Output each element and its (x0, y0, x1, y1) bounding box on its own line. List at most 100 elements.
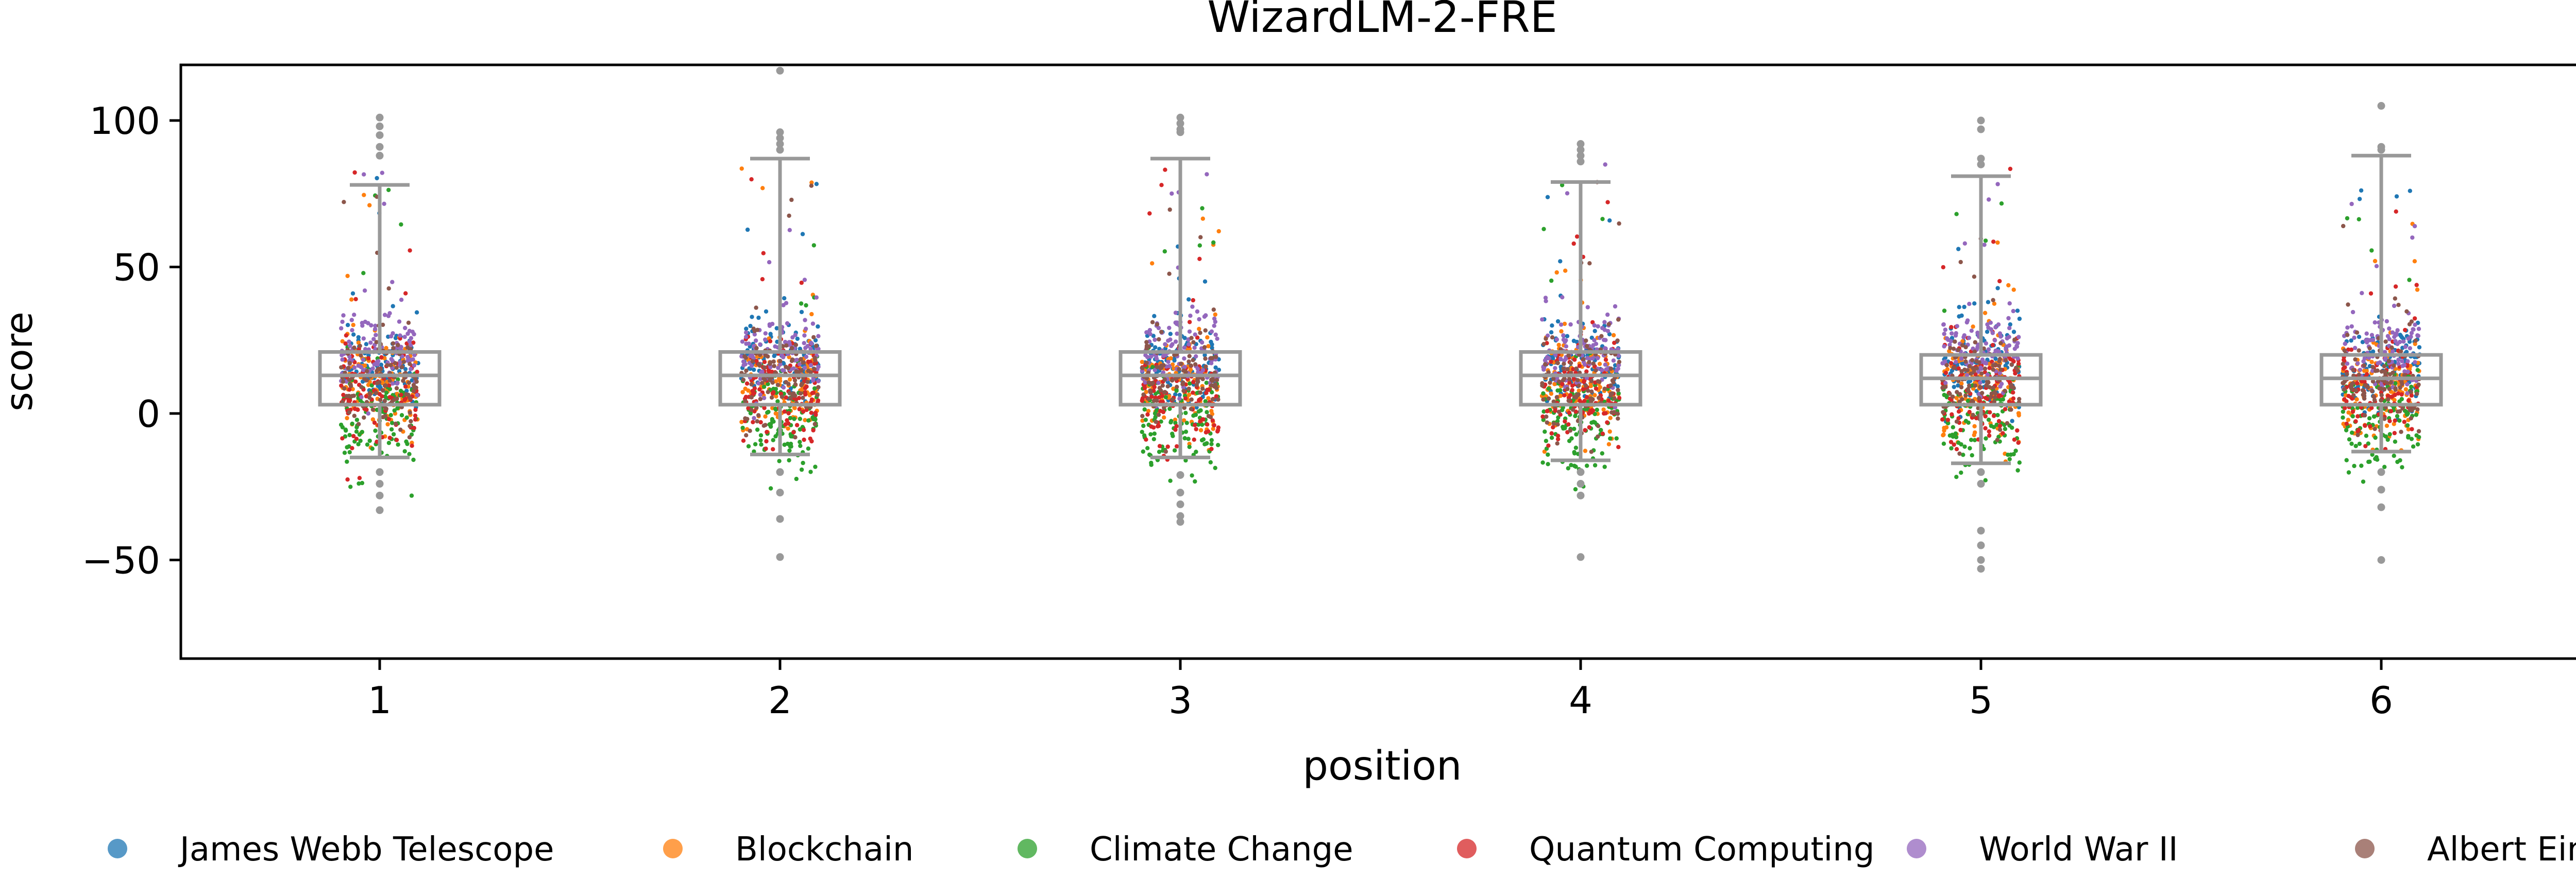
strip-point (2399, 392, 2404, 397)
strip-point (765, 429, 769, 435)
strip-point (1945, 421, 1950, 425)
strip-point (763, 331, 768, 336)
strip-point (1616, 366, 1620, 371)
strip-point (749, 382, 754, 387)
strip-point (771, 390, 776, 395)
outlier-point (1577, 158, 1585, 166)
strip-point (1210, 342, 1214, 347)
strip-point (801, 395, 805, 400)
strip-point (1956, 409, 1961, 414)
strip-point (1163, 353, 1168, 357)
strip-point (1945, 367, 1950, 372)
strip-point (2402, 363, 2406, 368)
strip-point (813, 410, 818, 415)
strip-point (743, 399, 748, 404)
strip-point (1206, 396, 1211, 401)
strip-point (1998, 341, 2003, 346)
strip-point (1602, 464, 1607, 469)
strip-point (1959, 381, 1964, 386)
strip-point (1153, 415, 1158, 420)
strip-point (1160, 383, 1165, 388)
strip-point (2382, 364, 2386, 369)
strip-point (751, 326, 756, 331)
strip-point (1560, 382, 1565, 387)
strip-point (413, 413, 418, 418)
strip-point (1986, 300, 1991, 304)
strip-point (2357, 348, 2361, 353)
strip-point (758, 376, 763, 381)
legend-label: Climate Change (1090, 831, 1353, 869)
strip-point (2365, 385, 2370, 390)
strip-point (816, 385, 821, 390)
strip-point (1988, 395, 1993, 400)
strip-point (352, 365, 357, 370)
strip-point (1551, 399, 1556, 404)
strip-point (2408, 346, 2412, 351)
legend-label: Quantum Computing (1529, 831, 1875, 869)
strip-point (1205, 410, 1209, 415)
legend-item: Quantum Computing (1457, 831, 1875, 869)
strip-point (1544, 336, 1548, 341)
strip-point (1608, 366, 1613, 371)
strip-point (1983, 395, 1988, 400)
strip-point (798, 417, 803, 421)
strip-point (1988, 410, 1992, 415)
strip-point (1200, 216, 1205, 221)
strip-point (1140, 418, 1145, 423)
strip-point (1942, 428, 1946, 433)
strip-point (2342, 397, 2347, 402)
strip-point (1983, 426, 1988, 430)
strip-point (762, 406, 767, 410)
strip-point (2345, 325, 2350, 330)
strip-point (392, 408, 397, 413)
strip-point (1572, 450, 1577, 455)
strip-point (2415, 287, 2420, 292)
strip-point (1154, 420, 1158, 424)
strip-point (1149, 460, 1154, 465)
strip-point (1616, 445, 1621, 450)
strip-point (790, 335, 795, 340)
strip-point (1567, 380, 1572, 385)
strip-point (1562, 376, 1567, 381)
y-tick-label: −50 (82, 539, 160, 582)
strip-point (1208, 460, 1213, 464)
strip-point (2395, 414, 2400, 419)
strip-point (2409, 319, 2414, 324)
strip-point (362, 193, 366, 197)
strip-point (2368, 291, 2374, 296)
strip-point (1546, 443, 1551, 448)
strip-point (1562, 393, 1567, 398)
strip-point (799, 383, 804, 388)
strip-point (1589, 399, 1594, 404)
legend-marker (1457, 839, 1477, 858)
strip-point (1573, 445, 1579, 450)
strip-point (2383, 369, 2387, 374)
strip-point (758, 396, 763, 402)
strip-point (2392, 430, 2397, 436)
strip-point (1163, 395, 1168, 400)
strip-point (766, 390, 770, 394)
strip-point (1951, 347, 1956, 351)
strip-point (2394, 209, 2398, 214)
strip-point (340, 425, 345, 429)
strip-point (766, 382, 770, 386)
outlier-point (1176, 489, 1184, 497)
strip-point (1145, 355, 1150, 359)
strip-point (801, 460, 805, 465)
strip-point (344, 333, 349, 338)
strip-point (739, 166, 744, 171)
outlier-point (1176, 128, 1184, 136)
strip-point (364, 369, 369, 373)
strip-point (2373, 456, 2378, 461)
strip-point (2398, 349, 2403, 354)
strip-point (351, 322, 355, 327)
strip-point (1607, 429, 1612, 434)
strip-point (1571, 376, 1576, 382)
strip-point (740, 339, 745, 344)
strip-point (1216, 229, 1221, 234)
strip-point (758, 438, 763, 443)
strip-point (1210, 397, 1215, 402)
strip-point (800, 232, 805, 236)
strip-point (1991, 385, 1995, 390)
